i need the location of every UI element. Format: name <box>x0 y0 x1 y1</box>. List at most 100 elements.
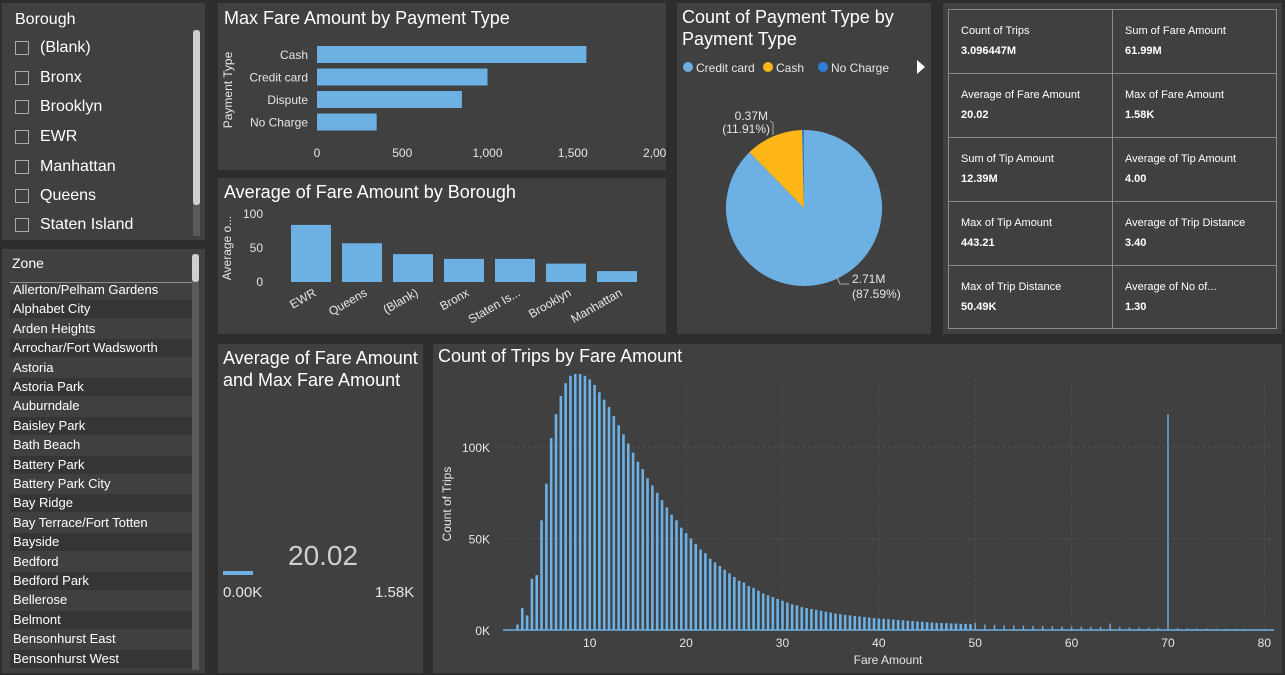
histogram-bar[interactable] <box>819 610 823 630</box>
histogram-bar[interactable] <box>535 575 539 630</box>
histogram-bar[interactable] <box>545 483 548 630</box>
histogram-bar[interactable] <box>1157 627 1160 630</box>
zone-list-item[interactable]: Bayside <box>10 533 192 552</box>
histogram-bar[interactable] <box>959 623 963 630</box>
borough-item-staten-island[interactable]: Staten Island <box>15 213 133 237</box>
histogram-bar[interactable] <box>1176 628 1179 630</box>
histogram-bar[interactable] <box>631 452 635 630</box>
histogram-bar[interactable] <box>1051 626 1054 630</box>
histogram-bar[interactable] <box>540 520 543 630</box>
bar[interactable] <box>317 113 377 131</box>
zone-list-item[interactable]: Bay Terrace/Fort Totten <box>13 514 148 530</box>
bar[interactable] <box>317 46 587 63</box>
histogram-bar[interactable] <box>588 379 592 630</box>
bar[interactable] <box>317 91 462 108</box>
histogram-bar[interactable] <box>790 604 794 630</box>
histogram-bar[interactable] <box>940 623 943 630</box>
histogram-bar[interactable] <box>1032 625 1034 630</box>
checkbox[interactable] <box>15 41 29 55</box>
histogram-bar[interactable] <box>776 598 779 630</box>
histogram-bar[interactable] <box>679 527 683 630</box>
histogram-bar[interactable] <box>626 443 630 630</box>
histogram-bar[interactable] <box>564 383 567 630</box>
histogram-bar[interactable] <box>925 622 929 630</box>
histogram-bar[interactable] <box>993 624 996 630</box>
histogram-bar[interactable] <box>1205 628 1208 630</box>
histogram-bar[interactable] <box>1099 627 1102 630</box>
zone-list-item[interactable]: Bensonhurst East <box>13 631 116 647</box>
zone-list-item[interactable]: Astoria <box>13 359 54 375</box>
zone-scrollbar[interactable] <box>192 254 199 670</box>
histogram-bar[interactable] <box>578 374 582 630</box>
histogram-bar[interactable] <box>694 544 698 630</box>
histogram-bar[interactable] <box>530 578 534 630</box>
checkbox[interactable] <box>15 71 29 85</box>
histogram-bar[interactable] <box>814 609 818 630</box>
histogram-bar[interactable] <box>670 514 673 630</box>
bar[interactable] <box>393 254 433 282</box>
histogram-bar[interactable] <box>771 597 775 630</box>
histogram-bar[interactable] <box>602 399 606 630</box>
histogram-bar[interactable] <box>641 469 645 630</box>
borough-item-ewr[interactable]: EWR <box>15 125 77 149</box>
histogram-bar[interactable] <box>723 569 726 630</box>
zone-scroll-thumb[interactable] <box>192 254 199 282</box>
histogram-bar[interactable] <box>1196 628 1198 630</box>
checkbox[interactable] <box>15 160 29 174</box>
histogram-bar[interactable] <box>969 624 972 630</box>
histogram-bar[interactable] <box>704 553 707 630</box>
histogram-bar[interactable] <box>689 538 693 630</box>
histogram-bar[interactable] <box>935 622 938 630</box>
histogram-bar[interactable] <box>598 392 601 630</box>
borough-item-bronx[interactable]: Bronx <box>15 66 82 90</box>
histogram-bar[interactable] <box>607 406 611 630</box>
histogram-bar[interactable] <box>660 500 664 630</box>
histogram-bar[interactable] <box>949 623 953 630</box>
histogram-bar[interactable] <box>713 562 717 630</box>
histogram-bar[interactable] <box>945 623 948 630</box>
histogram-bar[interactable] <box>892 619 895 630</box>
bar[interactable] <box>317 68 488 86</box>
borough-scrollbar[interactable] <box>193 30 200 236</box>
histogram-bar[interactable] <box>1061 626 1063 630</box>
histogram-bar[interactable] <box>805 608 808 630</box>
bar[interactable] <box>597 271 637 282</box>
histogram-bar[interactable] <box>1022 625 1025 630</box>
histogram-bar[interactable] <box>839 614 842 630</box>
histogram-bar[interactable] <box>916 621 919 630</box>
histogram-bar[interactable] <box>867 617 871 630</box>
histogram-bar[interactable] <box>896 619 900 630</box>
histogram-bar[interactable] <box>834 613 837 630</box>
histogram-bar[interactable] <box>525 615 529 630</box>
zone-list-item[interactable]: Bedford Park <box>10 572 192 590</box>
borough-item-queens[interactable]: Queens <box>15 184 96 208</box>
histogram-bar[interactable] <box>800 607 804 630</box>
histogram-bar[interactable] <box>1225 628 1227 630</box>
histogram-bar[interactable] <box>675 520 678 630</box>
zone-list-item[interactable]: Bedford <box>13 553 59 569</box>
checkbox[interactable] <box>15 130 29 144</box>
histogram-bar[interactable] <box>554 414 558 630</box>
histogram-bar[interactable] <box>665 507 669 630</box>
histogram-bar[interactable] <box>569 375 572 630</box>
histogram-bar[interactable] <box>520 608 524 630</box>
histogram-bar[interactable] <box>1138 627 1140 630</box>
histogram-bar[interactable] <box>559 395 563 630</box>
histogram-bar[interactable] <box>824 611 828 630</box>
histogram-bar[interactable] <box>766 595 770 630</box>
zone-list-item[interactable]: Battery Park City <box>13 476 111 491</box>
histogram-bar[interactable] <box>858 616 861 630</box>
histogram-bar[interactable] <box>636 461 640 630</box>
checkbox[interactable] <box>15 100 29 114</box>
histogram-bar[interactable] <box>954 623 958 630</box>
histogram-bar[interactable] <box>1119 627 1121 630</box>
borough-scroll-thumb[interactable] <box>193 30 200 205</box>
histogram-bar[interactable] <box>617 425 620 630</box>
histogram-bar[interactable] <box>974 622 976 630</box>
zone-list-item[interactable]: Belmont <box>10 610 192 629</box>
zone-list-item[interactable]: Alphabet City <box>10 300 192 319</box>
histogram-bar[interactable] <box>718 566 722 630</box>
histogram-bar[interactable] <box>829 612 832 630</box>
histogram-bar[interactable] <box>1070 626 1073 630</box>
histogram-bar[interactable] <box>761 593 765 630</box>
